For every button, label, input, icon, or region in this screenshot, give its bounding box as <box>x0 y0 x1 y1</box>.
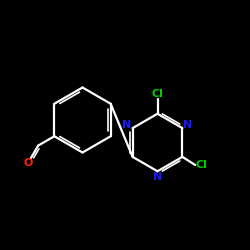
Text: O: O <box>23 158 32 168</box>
Text: N: N <box>183 120 192 130</box>
Text: Cl: Cl <box>195 160 207 170</box>
Text: Cl: Cl <box>152 90 164 100</box>
Text: N: N <box>153 172 162 182</box>
Text: N: N <box>122 120 132 130</box>
